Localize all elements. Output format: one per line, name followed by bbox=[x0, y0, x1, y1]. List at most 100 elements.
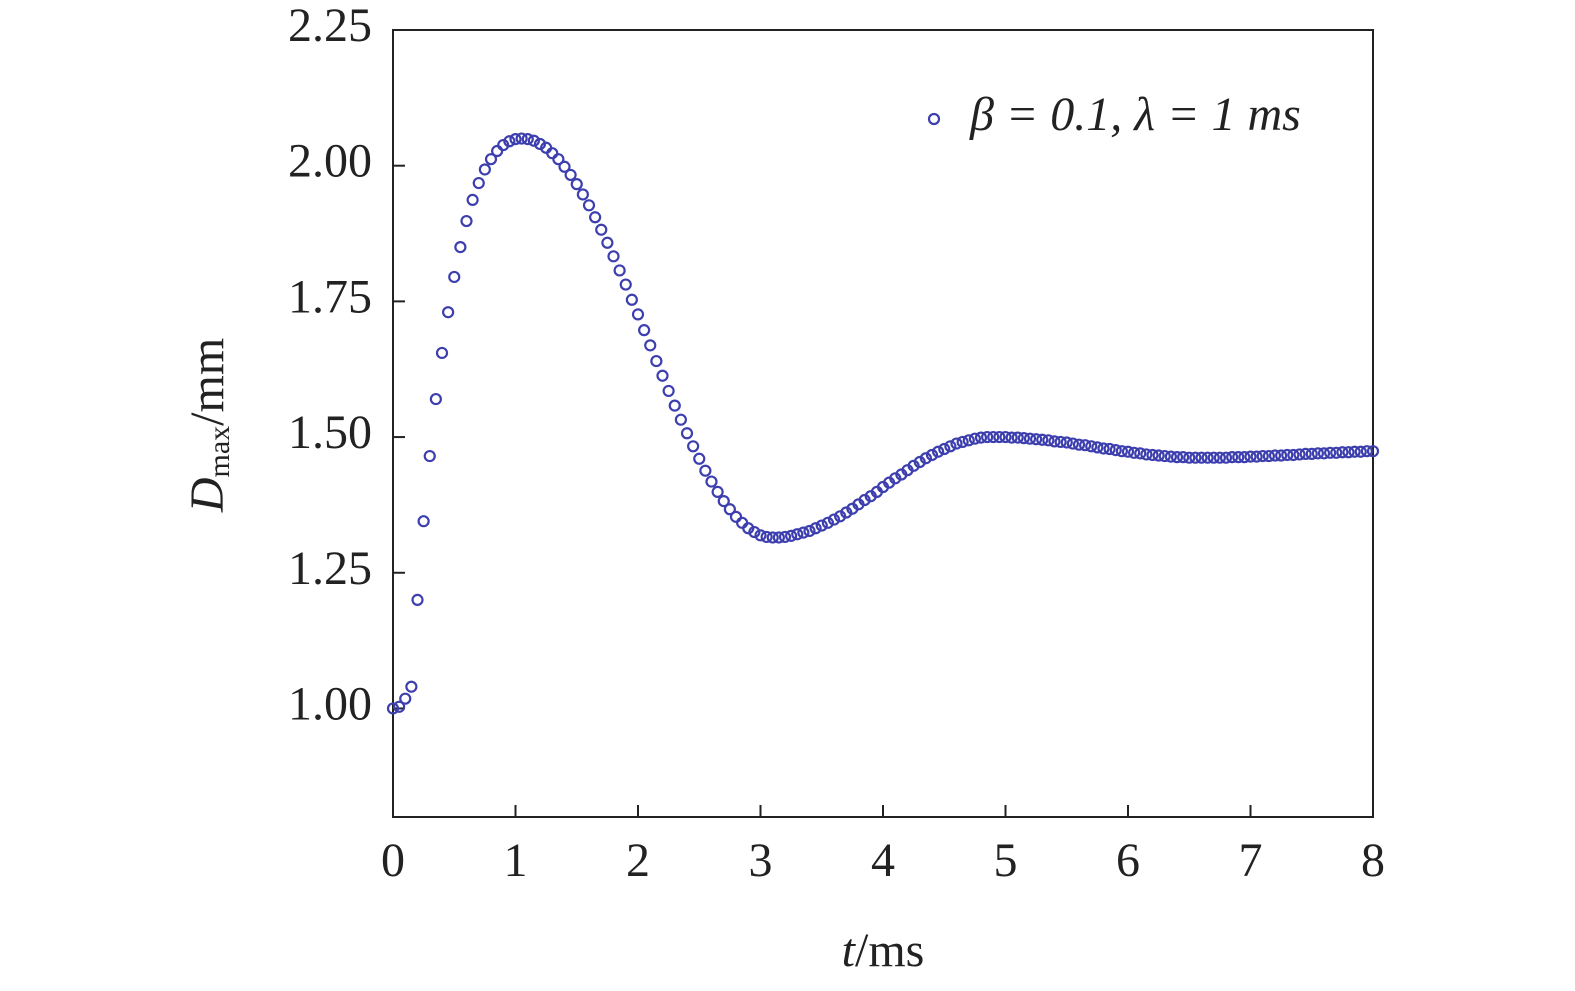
data-point bbox=[699, 464, 712, 477]
data-point bbox=[1342, 446, 1355, 459]
data-point bbox=[570, 178, 583, 191]
data-point bbox=[1336, 446, 1349, 459]
data-point bbox=[576, 188, 589, 201]
data-point bbox=[717, 495, 730, 508]
x-tick-label: 8 bbox=[1361, 834, 1385, 887]
data-point bbox=[1066, 437, 1079, 450]
data-point bbox=[1005, 431, 1018, 444]
data-point bbox=[484, 153, 498, 166]
data-point bbox=[601, 236, 614, 249]
data-point bbox=[1146, 448, 1159, 462]
data-point bbox=[509, 132, 522, 146]
x-tick-label: 6 bbox=[1116, 834, 1140, 887]
data-point bbox=[429, 392, 442, 406]
data-point bbox=[411, 593, 424, 606]
data-point bbox=[748, 525, 761, 539]
y-label-unit: /mm bbox=[181, 338, 234, 426]
data-point bbox=[711, 485, 724, 498]
data-point bbox=[962, 434, 975, 447]
x-label-symbol: t bbox=[842, 924, 857, 977]
data-point bbox=[423, 449, 436, 463]
data-point bbox=[1128, 446, 1141, 459]
data-point bbox=[1048, 435, 1061, 448]
data-point bbox=[925, 448, 939, 462]
data-point bbox=[552, 153, 565, 166]
data-point bbox=[797, 526, 810, 539]
data-point bbox=[840, 506, 853, 519]
data-point bbox=[913, 455, 926, 469]
data-point bbox=[907, 459, 920, 472]
data-point bbox=[827, 513, 841, 526]
data-point bbox=[723, 503, 736, 516]
data-point bbox=[821, 516, 834, 529]
data-point bbox=[1085, 440, 1098, 453]
data-point bbox=[564, 168, 577, 182]
data-point bbox=[1250, 450, 1263, 463]
y-axis-label: Dmax/mm bbox=[181, 338, 236, 513]
data-point bbox=[589, 211, 602, 224]
y-label-symbol: D bbox=[181, 478, 234, 514]
data-point bbox=[631, 308, 645, 321]
data-point bbox=[889, 472, 902, 485]
data-point bbox=[668, 399, 681, 412]
y-tick-label: 1.00 bbox=[288, 677, 372, 730]
data-point bbox=[1134, 447, 1147, 460]
data-point bbox=[950, 437, 963, 450]
data-point bbox=[791, 528, 804, 541]
data-point bbox=[1354, 445, 1367, 458]
data-point bbox=[533, 137, 547, 151]
x-tick-label: 1 bbox=[504, 834, 528, 887]
data-point bbox=[705, 475, 718, 488]
data-point bbox=[778, 530, 792, 544]
data-point bbox=[1115, 445, 1128, 458]
data-point bbox=[1140, 448, 1153, 461]
data-point bbox=[1305, 447, 1318, 460]
data-point bbox=[1023, 432, 1037, 445]
data-point bbox=[1091, 441, 1104, 454]
data-point bbox=[1348, 445, 1361, 458]
data-point bbox=[515, 132, 528, 145]
data-point bbox=[497, 138, 510, 152]
data-point bbox=[527, 134, 540, 147]
data-point bbox=[815, 519, 828, 532]
data-point bbox=[956, 435, 969, 449]
data-point bbox=[1324, 446, 1337, 459]
data-point bbox=[662, 384, 675, 398]
data-point bbox=[1226, 451, 1239, 464]
data-point bbox=[674, 413, 687, 426]
data-point bbox=[435, 346, 449, 360]
data-point bbox=[766, 531, 779, 544]
data-point bbox=[454, 241, 467, 254]
data-point bbox=[595, 223, 608, 236]
data-point bbox=[1030, 433, 1043, 446]
data-point bbox=[1103, 442, 1116, 456]
y-tick-label: 2.00 bbox=[288, 135, 372, 188]
data-point bbox=[386, 702, 400, 715]
legend-label: β = 0.1, λ = 1 ms bbox=[969, 88, 1301, 141]
data-point bbox=[1011, 431, 1024, 444]
data-point bbox=[1036, 433, 1049, 446]
y-label-subscript: max bbox=[203, 426, 236, 478]
data-point bbox=[521, 132, 534, 146]
data-point bbox=[466, 193, 479, 206]
data-point bbox=[968, 432, 981, 445]
data-point bbox=[1183, 451, 1196, 464]
data-point bbox=[1158, 449, 1171, 463]
data-point bbox=[919, 452, 932, 465]
data-point bbox=[1177, 451, 1190, 464]
data-point bbox=[987, 430, 1000, 444]
data-point bbox=[1268, 449, 1282, 462]
x-axis-label: t/ms bbox=[842, 924, 925, 977]
data-point bbox=[1072, 438, 1086, 451]
data-point bbox=[650, 354, 663, 368]
data-point bbox=[944, 440, 957, 453]
data-point bbox=[729, 510, 743, 523]
data-point bbox=[981, 430, 994, 444]
data-point bbox=[999, 430, 1012, 444]
x-tick-label: 5 bbox=[994, 834, 1018, 887]
data-point bbox=[1207, 451, 1220, 464]
y-tick-label: 2.25 bbox=[288, 0, 372, 52]
data-point bbox=[399, 692, 412, 705]
